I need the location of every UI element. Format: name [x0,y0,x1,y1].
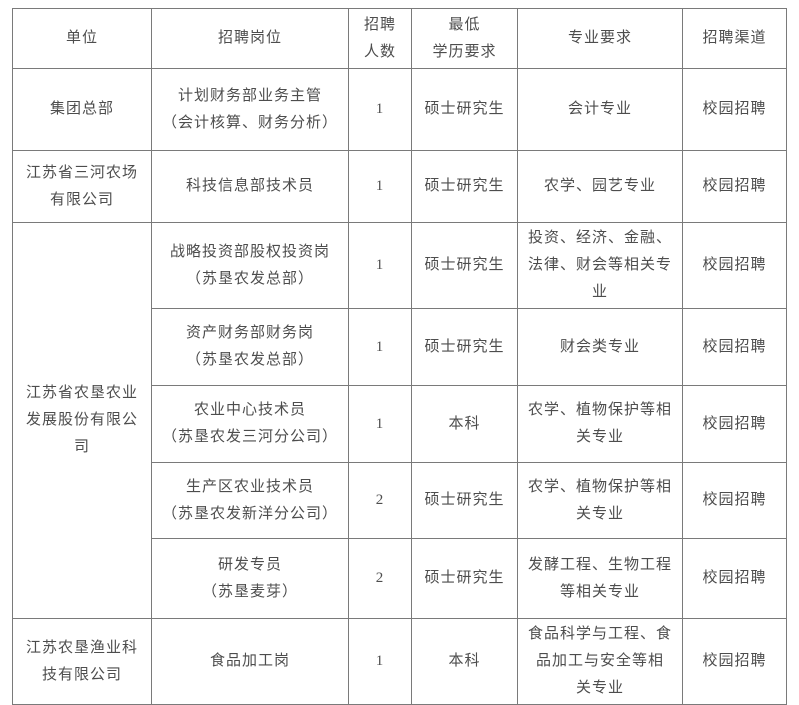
unit-cell: 江苏农垦渔业科 技有限公司 [12,618,152,705]
table-header-row: 单位 招聘岗位 招聘 人数 最低 学历要求 专业要求 招聘渠道 [12,8,787,69]
count-cell: 1 [348,222,412,309]
table-row: 生产区农业技术员 （苏垦农发新洋分公司） 2 硕士研究生 农学、植物保护等相 关… [13,462,787,539]
count-cell: 1 [348,68,412,151]
channel-cell: 校园招聘 [682,538,787,619]
channel-cell: 校园招聘 [682,385,787,463]
education-cell: 本科 [411,385,518,463]
table-row: 集团总部 计划财务部业务主管 （会计核算、财务分析） 1 硕士研究生 会计专业 … [12,68,787,151]
channel-cell: 校园招聘 [682,150,787,223]
unit-cell: 集团总部 [12,68,152,151]
major-cell: 投资、经济、金融、 法律、财会等相关专 业 [517,222,683,309]
major-cell: 农学、植物保护等相 关专业 [517,462,683,539]
header-position: 招聘岗位 [151,8,349,69]
education-cell: 硕士研究生 [411,538,518,619]
table-row: 资产财务部财务岗 （苏垦农发总部） 1 硕士研究生 财会类专业 校园招聘 [13,308,787,386]
education-cell: 硕士研究生 [411,308,518,386]
major-cell: 发酵工程、生物工程 等相关专业 [517,538,683,619]
education-cell: 本科 [411,618,518,705]
channel-cell: 校园招聘 [682,618,787,705]
count-cell: 1 [348,618,412,705]
recruitment-table: 单位 招聘岗位 招聘 人数 最低 学历要求 专业要求 招聘渠道 集团总部 计划财… [12,8,787,705]
count-cell: 1 [348,385,412,463]
education-cell: 硕士研究生 [411,68,518,151]
channel-cell: 校园招聘 [682,308,787,386]
header-unit: 单位 [12,8,152,69]
major-cell: 财会类专业 [517,308,683,386]
table-row: 江苏省三河农场 有限公司 科技信息部技术员 1 硕士研究生 农学、园艺专业 校园… [12,150,787,223]
count-cell: 1 [348,150,412,223]
education-cell: 硕士研究生 [411,150,518,223]
major-cell: 会计专业 [517,68,683,151]
major-cell: 食品科学与工程、食 品加工与安全等相 关专业 [517,618,683,705]
position-cell: 计划财务部业务主管 （会计核算、财务分析） [151,68,349,151]
education-cell: 硕士研究生 [411,222,518,309]
count-cell: 1 [348,308,412,386]
header-channel: 招聘渠道 [682,8,787,69]
channel-cell: 校园招聘 [682,222,787,309]
table-row: 江苏省农垦农业 发展股份有限公 司 战略投资部股权投资岗 （苏垦农发总部） 1 … [12,222,787,619]
count-cell: 2 [348,462,412,539]
unit-cell-merged: 江苏省农垦农业 发展股份有限公 司 [12,222,152,619]
major-cell: 农学、植物保护等相 关专业 [517,385,683,463]
position-cell: 食品加工岗 [151,618,349,705]
position-cell: 农业中心技术员 （苏垦农发三河分公司） [151,385,349,463]
position-cell: 资产财务部财务岗 （苏垦农发总部） [151,308,349,386]
position-cell: 研发专员 （苏垦麦芽） [151,538,349,619]
count-cell: 2 [348,538,412,619]
unit-cell: 江苏省三河农场 有限公司 [12,150,152,223]
table-row: 农业中心技术员 （苏垦农发三河分公司） 1 本科 农学、植物保护等相 关专业 校… [13,385,787,463]
position-cell: 生产区农业技术员 （苏垦农发新洋分公司） [151,462,349,539]
major-cell: 农学、园艺专业 [517,150,683,223]
education-cell: 硕士研究生 [411,462,518,539]
header-count: 招聘 人数 [348,8,412,69]
header-education: 最低 学历要求 [411,8,518,69]
table-row: 江苏农垦渔业科 技有限公司 食品加工岗 1 本科 食品科学与工程、食 品加工与安… [12,618,787,705]
table-row: 研发专员 （苏垦麦芽） 2 硕士研究生 发酵工程、生物工程 等相关专业 校园招聘 [13,538,787,619]
position-cell: 科技信息部技术员 [151,150,349,223]
header-major: 专业要求 [517,8,683,69]
channel-cell: 校园招聘 [682,68,787,151]
position-cell: 战略投资部股权投资岗 （苏垦农发总部） [151,222,349,309]
channel-cell: 校园招聘 [682,462,787,539]
